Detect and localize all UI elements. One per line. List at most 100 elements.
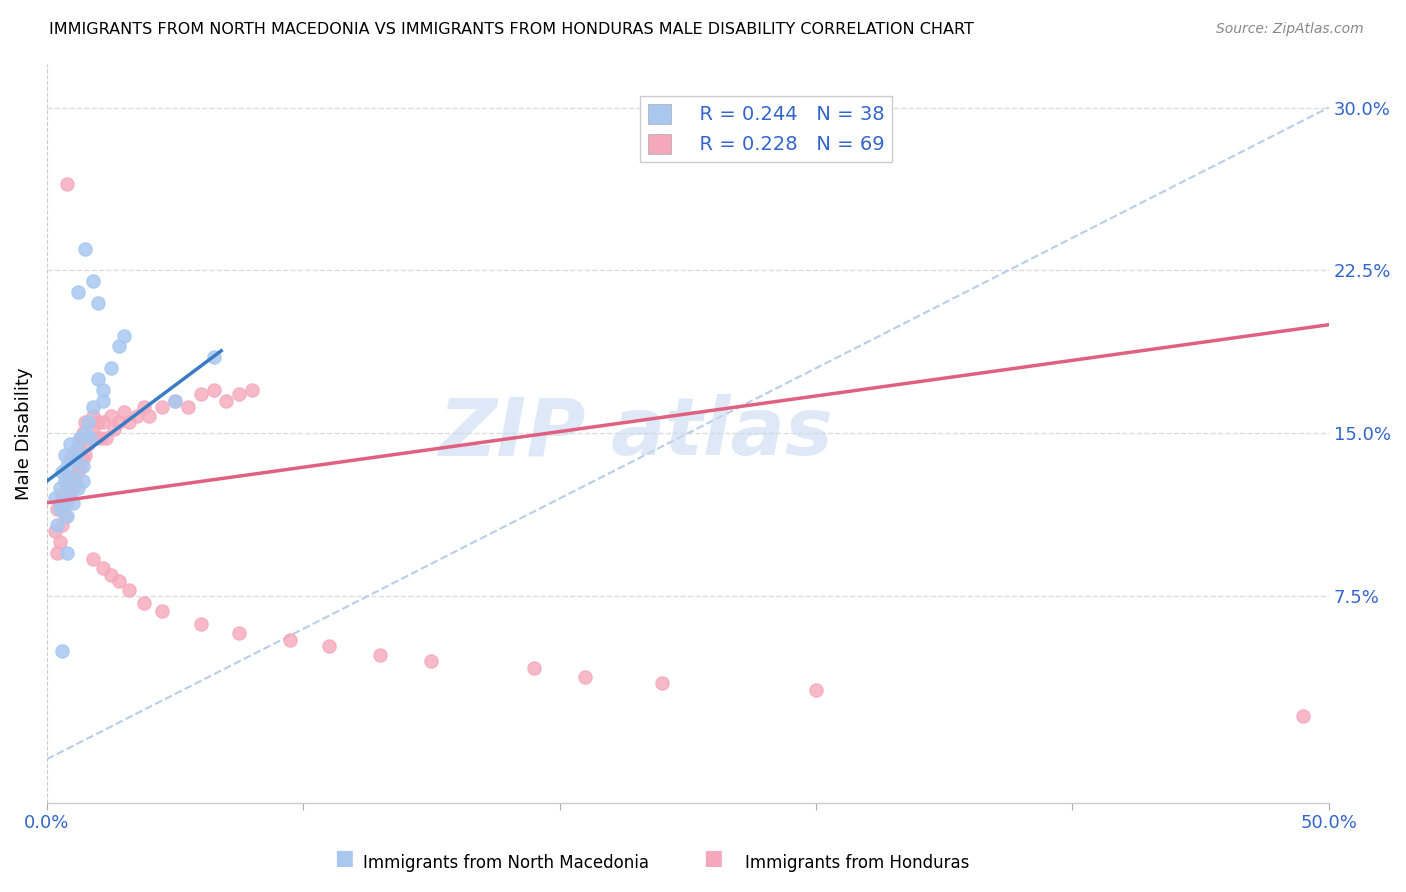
Point	[177, 401, 200, 415]
Point	[82, 422, 104, 436]
Point	[56, 496, 79, 510]
Text: Source: ZipAtlas.com: Source: ZipAtlas.com	[1216, 22, 1364, 37]
Point	[103, 422, 125, 436]
Point	[48, 535, 70, 549]
Point	[75, 416, 97, 430]
Point	[368, 648, 391, 662]
Point	[56, 546, 79, 560]
Point	[63, 474, 86, 488]
Point	[228, 626, 250, 640]
Point	[51, 466, 73, 480]
Point	[51, 496, 73, 510]
Point	[69, 458, 91, 473]
Point	[59, 452, 82, 467]
Point	[150, 604, 173, 618]
Point	[59, 487, 82, 501]
Point	[91, 561, 114, 575]
Point	[77, 437, 100, 451]
Point	[66, 443, 89, 458]
Point	[91, 393, 114, 408]
Point	[69, 431, 91, 445]
Text: ■: ■	[703, 848, 723, 868]
Point	[90, 431, 112, 445]
Point	[51, 643, 73, 657]
Point	[107, 574, 129, 588]
Point	[87, 416, 110, 430]
Point	[56, 508, 79, 523]
Point	[215, 393, 238, 408]
Point	[190, 617, 212, 632]
Point	[53, 508, 76, 523]
Text: Immigrants from Honduras: Immigrants from Honduras	[745, 855, 970, 872]
Point	[420, 654, 443, 668]
Point	[62, 496, 84, 510]
Point	[44, 491, 66, 506]
Point	[48, 481, 70, 495]
Text: atlas: atlas	[612, 394, 834, 473]
Point	[574, 670, 596, 684]
Point	[56, 469, 79, 483]
Point	[53, 474, 76, 488]
Point	[150, 401, 173, 415]
Point	[56, 458, 79, 473]
Text: ■: ■	[335, 848, 354, 868]
Point	[72, 458, 94, 473]
Point	[125, 409, 148, 423]
Point	[202, 351, 225, 365]
Point	[87, 372, 110, 386]
Point	[53, 474, 76, 488]
Point	[107, 339, 129, 353]
Point	[62, 448, 84, 462]
Point	[51, 487, 73, 501]
Y-axis label: Male Disability: Male Disability	[15, 367, 32, 500]
Point	[48, 496, 70, 510]
Point	[107, 416, 129, 430]
Point	[46, 546, 69, 560]
Point	[651, 676, 673, 690]
Point	[63, 443, 86, 458]
Point	[79, 431, 101, 445]
Point	[100, 409, 122, 423]
Point	[79, 431, 101, 445]
Point	[84, 431, 107, 445]
Point	[77, 416, 100, 430]
Point	[48, 502, 70, 516]
Point	[118, 416, 141, 430]
Point	[46, 517, 69, 532]
Point	[53, 448, 76, 462]
Point	[87, 296, 110, 310]
Point	[66, 285, 89, 300]
Point	[56, 177, 79, 191]
Point	[134, 401, 156, 415]
Point	[804, 682, 827, 697]
Point	[69, 431, 91, 445]
Point	[72, 474, 94, 488]
Point	[82, 409, 104, 423]
Point	[94, 431, 117, 445]
Point	[59, 487, 82, 501]
Point	[91, 416, 114, 430]
Point	[100, 567, 122, 582]
Point	[59, 437, 82, 451]
Point	[112, 404, 135, 418]
Text: ZIP: ZIP	[437, 394, 585, 473]
Point	[75, 242, 97, 256]
Point	[66, 466, 89, 480]
Point	[63, 452, 86, 467]
Point	[75, 426, 97, 441]
Point	[112, 328, 135, 343]
Point	[72, 452, 94, 467]
Point	[51, 517, 73, 532]
Point	[62, 469, 84, 483]
Text: IMMIGRANTS FROM NORTH MACEDONIA VS IMMIGRANTS FROM HONDURAS MALE DISABILITY CORR: IMMIGRANTS FROM NORTH MACEDONIA VS IMMIG…	[49, 22, 974, 37]
Point	[118, 582, 141, 597]
Point	[82, 274, 104, 288]
Point	[240, 383, 263, 397]
Point	[202, 383, 225, 397]
Point	[1292, 708, 1315, 723]
Legend:   R = 0.244   N = 38,   R = 0.228   N = 69: R = 0.244 N = 38, R = 0.228 N = 69	[640, 96, 891, 162]
Point	[66, 437, 89, 451]
Point	[44, 524, 66, 538]
Point	[134, 596, 156, 610]
Point	[165, 393, 187, 408]
